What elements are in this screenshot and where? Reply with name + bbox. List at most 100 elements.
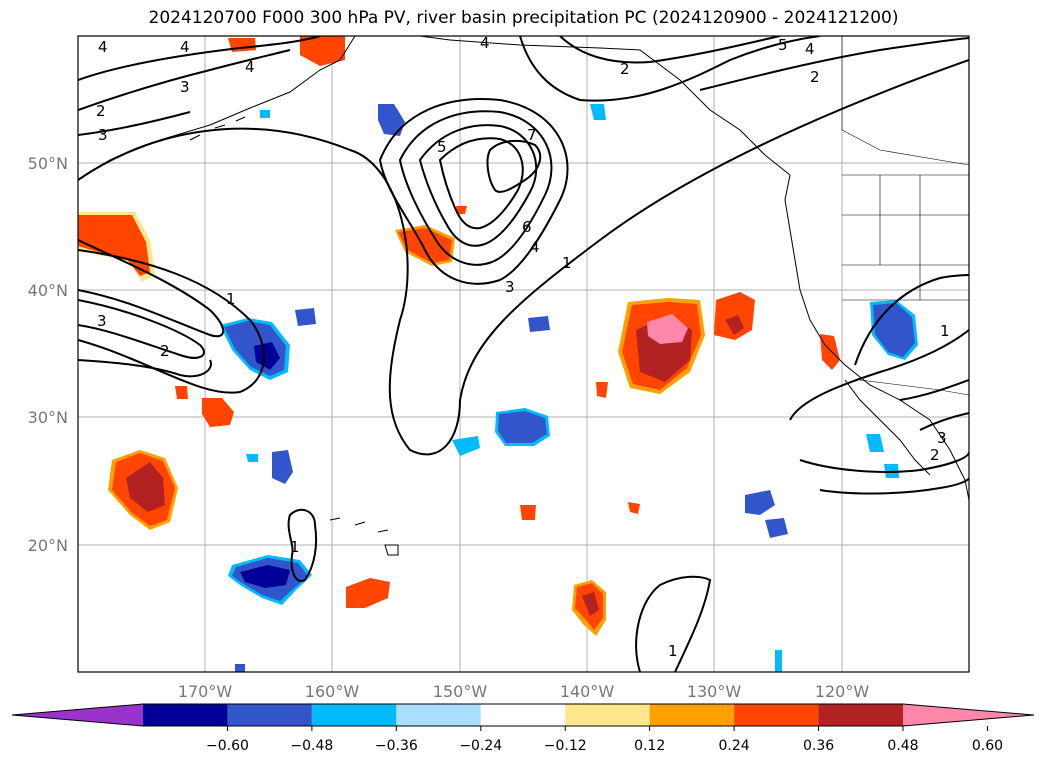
contour-label: 4 xyxy=(530,238,540,256)
precip-blob xyxy=(528,316,550,332)
pv-contours xyxy=(78,36,969,672)
pv-contour xyxy=(819,477,969,495)
lat-label-30n: 30°N xyxy=(28,408,68,427)
precip-blob xyxy=(520,505,536,520)
pv-contour xyxy=(78,249,265,394)
colorbar-segment xyxy=(818,704,903,726)
precip-blob xyxy=(590,104,606,120)
colorbar-segment xyxy=(143,704,228,726)
contour-label: 1 xyxy=(290,538,300,556)
longitude-labels: 170°W 160°W 150°W 140°W 130°W 120°W xyxy=(178,682,870,701)
lon-label-170w: 170°W xyxy=(178,682,233,701)
colorbar-arrow-low xyxy=(12,704,143,726)
contour-label: 2 xyxy=(810,68,820,86)
pv-contour xyxy=(78,36,321,81)
contour-label: 4 xyxy=(480,34,490,52)
pv-contour xyxy=(78,49,291,111)
pv-contour xyxy=(438,137,524,230)
colorbar-segment xyxy=(227,704,312,726)
precip-blob xyxy=(126,462,165,512)
coastline-hawaii xyxy=(329,517,399,556)
contour-label: 3 xyxy=(180,78,190,96)
pv-contour xyxy=(486,139,542,193)
contour-label: 5 xyxy=(778,36,788,54)
colorbar-tick-label: 0.60 xyxy=(972,738,1003,754)
pv-contour xyxy=(799,451,969,473)
colorbar-outline xyxy=(11,703,1035,727)
contour-label: 1 xyxy=(668,642,678,660)
contour-label: 1 xyxy=(226,290,236,308)
coastline-alaska-panhandle xyxy=(419,36,791,176)
contour-label: 2 xyxy=(160,342,170,360)
precip-blob xyxy=(765,518,788,538)
lat-label-50n: 50°N xyxy=(28,154,68,173)
pv-contour xyxy=(854,274,969,366)
colorbar-segment xyxy=(396,704,481,726)
pv-contour xyxy=(78,359,212,378)
colorbar-ticks: −0.60 −0.48 −0.36 −0.24 −0.12 0.12 0.24 0.36 0.4… xyxy=(206,726,1003,754)
contour-label: 2 xyxy=(96,102,106,120)
pv-contour xyxy=(635,575,712,672)
precip-blob xyxy=(725,315,744,335)
colorbar-tick-label: −0.60 xyxy=(206,738,249,754)
pv-contour xyxy=(519,36,821,102)
precip-blob xyxy=(628,502,640,514)
contour-label: 6 xyxy=(522,218,532,236)
contour-label: 1 xyxy=(940,322,950,340)
colorbar-segments xyxy=(11,703,1035,727)
precip-blob xyxy=(498,411,547,443)
lon-label-130w: 130°W xyxy=(687,682,742,701)
border-alaska-canada xyxy=(841,36,969,166)
pv-contour xyxy=(78,111,191,136)
colorbar-tick-label: 0.24 xyxy=(719,738,750,754)
precip-blob xyxy=(596,382,608,398)
precip-blob xyxy=(647,314,688,344)
colorbar-segment xyxy=(565,704,650,726)
lon-label-140w: 140°W xyxy=(560,682,615,701)
lat-label-40n: 40°N xyxy=(28,281,68,300)
coastline-aleutians xyxy=(189,116,246,141)
pv-contour xyxy=(78,299,205,359)
precip-blob xyxy=(820,334,840,370)
contour-label: 2 xyxy=(930,446,940,464)
precip-blob xyxy=(873,303,915,357)
pv-contour xyxy=(418,124,538,247)
pv-contour xyxy=(398,110,553,266)
colorbar-segment xyxy=(311,704,397,726)
colorbar-tick-label: 0.12 xyxy=(634,738,665,754)
pv-contour xyxy=(699,37,969,91)
pv-contour xyxy=(899,379,969,401)
lat-label-20n: 20°N xyxy=(28,536,68,555)
precip-blob xyxy=(714,292,755,340)
contour-label: 1 xyxy=(562,254,572,272)
precip-blob xyxy=(745,490,775,515)
colorbar-segment xyxy=(649,704,735,726)
precip-blob xyxy=(866,434,884,452)
precip-blob xyxy=(295,308,316,326)
precip-blob xyxy=(235,664,245,672)
colorbar-tick-label: −0.48 xyxy=(290,738,333,754)
map-frame xyxy=(77,35,970,673)
contour-label: 3 xyxy=(937,429,947,447)
pv-contour xyxy=(287,508,318,582)
contour-label: 4 xyxy=(180,38,190,56)
precip-blob xyxy=(254,342,280,370)
precip-blob xyxy=(175,386,188,399)
latitude-labels: 50°N 40°N 30°N 20°N xyxy=(28,154,68,555)
pv-contour xyxy=(78,59,969,456)
contour-labels: 4 4 3 2 3 4 5 7 6 4 3 1 1 3 2 1 4 5 4 2 … xyxy=(96,34,950,660)
contour-label: 4 xyxy=(245,58,255,76)
pv-contour xyxy=(378,98,569,285)
colorbar-tick-label: −0.24 xyxy=(459,738,502,754)
coastline-baja xyxy=(844,379,931,476)
precip-blob xyxy=(260,110,270,118)
coastlines xyxy=(78,36,969,556)
lon-label-150w: 150°W xyxy=(433,682,488,701)
precip-blob xyxy=(300,36,345,66)
contour-label: 7 xyxy=(527,126,537,144)
colorbar-arrow-high xyxy=(903,704,1034,726)
plot-area: 4 4 3 2 3 4 5 7 6 4 3 1 1 3 2 1 4 5 4 2 … xyxy=(78,34,969,672)
coastline-west-us xyxy=(784,174,969,501)
political-borders xyxy=(841,36,969,396)
contour-label: 4 xyxy=(98,38,108,56)
